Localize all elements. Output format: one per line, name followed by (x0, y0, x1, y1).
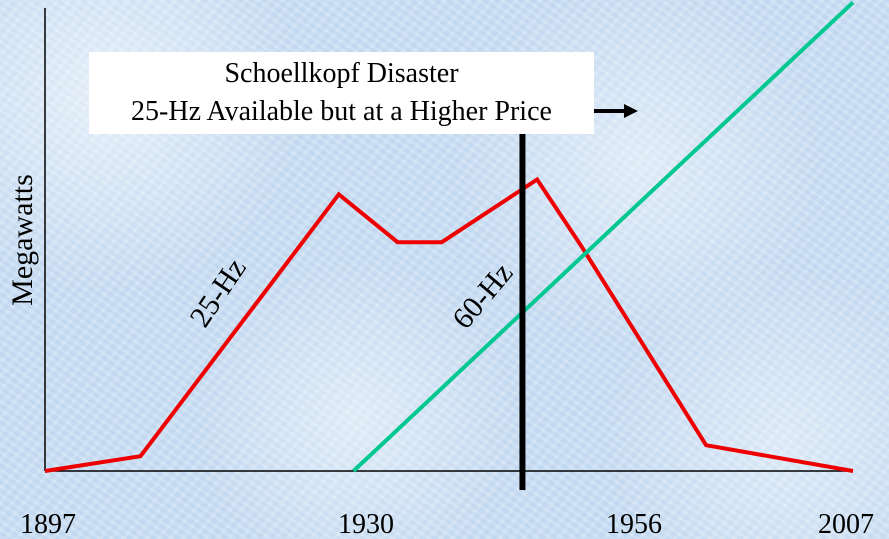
series-line-25-hz (44, 176, 854, 473)
annotation-arrow (590, 104, 638, 118)
x-tick-labels: 1897 1930 1956 2007 (20, 509, 874, 539)
annotation-line-1: Schoellkopf Disaster (224, 58, 459, 89)
x-tick-label: 2007 (818, 509, 874, 539)
series-line-60-hz (352, 0, 855, 473)
annotation-line-2: 25-Hz Available but at a Higher Price (131, 96, 552, 127)
annotation-box: Schoellkopf Disaster 25-Hz Available but… (89, 52, 594, 134)
x-tick-label: 1930 (338, 509, 394, 539)
y-axis-label: Megawatts (6, 174, 39, 306)
series-layer (44, 0, 855, 473)
x-tick-label: 1897 (20, 509, 76, 539)
x-tick-label: 1956 (606, 509, 662, 539)
axes (44, 8, 853, 472)
